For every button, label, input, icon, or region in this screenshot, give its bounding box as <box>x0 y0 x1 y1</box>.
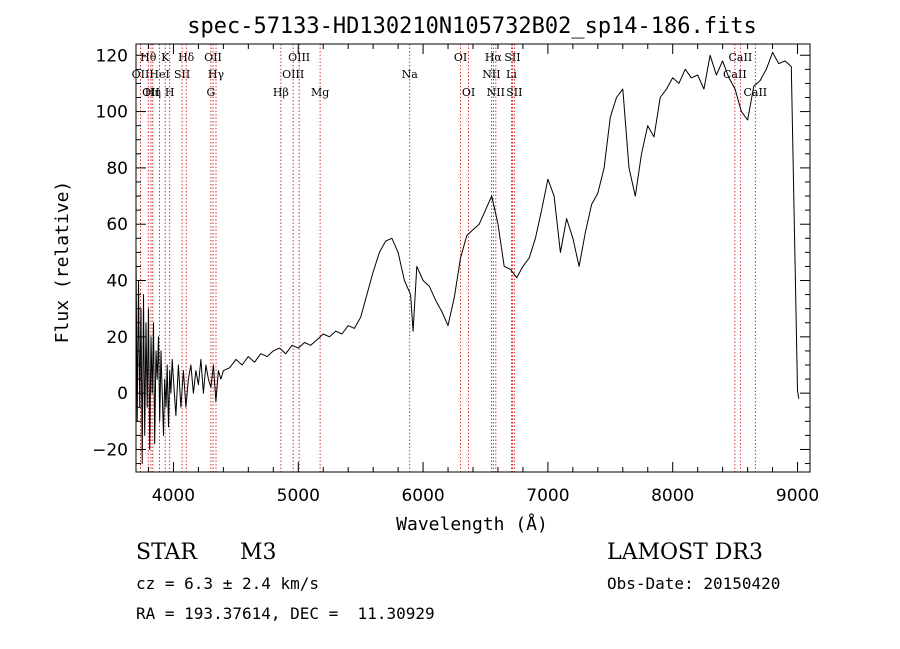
y-tick-label-0: −20 <box>92 440 128 460</box>
marker-label-25: CaII <box>723 68 747 81</box>
x-tick-label-2: 6000 <box>401 486 444 506</box>
marker-label-27: CaII <box>743 86 767 99</box>
marker-label-3: Hη <box>145 86 161 99</box>
marker-label-23: SII <box>504 51 520 64</box>
marker-label-22: Li <box>506 68 517 81</box>
marker-label-7: SII <box>174 68 190 81</box>
object-class: STAR <box>136 540 197 565</box>
marker-label-6: H <box>165 86 175 99</box>
marker-label-2: OII <box>142 86 160 99</box>
y-tick-label-1: 0 <box>117 384 128 404</box>
axis-ticks <box>136 44 810 472</box>
marker-label-26: CaII <box>729 51 753 64</box>
coordinates: RA = 193.37614, DEC = 11.30929 <box>136 604 435 623</box>
emission-line-labels: OIIHθOIIHηHeIKHSIIHδGOIIHγHβOIIIOIIIMgNa… <box>132 51 768 99</box>
marker-label-13: OIII <box>282 68 304 81</box>
x-tick-label-5: 9000 <box>776 486 819 506</box>
marker-label-10: OII <box>204 51 222 64</box>
x-tick-label-1: 5000 <box>277 486 320 506</box>
series-line-0 <box>136 51 800 465</box>
y-tick-label-2: 20 <box>106 328 128 348</box>
survey-name: LAMOST DR3 <box>607 540 763 565</box>
marker-label-1: Hθ <box>140 51 157 64</box>
marker-label-12: Hβ <box>273 86 289 99</box>
y-tick-label-3: 40 <box>106 272 128 292</box>
marker-label-4: HeI <box>149 68 169 81</box>
emission-line-markers <box>140 44 756 472</box>
marker-label-24: SII <box>506 86 522 99</box>
marker-label-14: OIII <box>288 51 310 64</box>
redshift-velocity: cz = 6.3 ± 2.4 km/s <box>136 574 320 593</box>
marker-label-8: Hδ <box>178 51 195 64</box>
marker-label-9: G <box>206 86 215 99</box>
marker-label-11: Hγ <box>208 68 225 81</box>
flux-series <box>136 51 800 465</box>
marker-label-16: Na <box>402 68 419 81</box>
marker-label-5: K <box>161 51 170 64</box>
x-tick-label-4: 8000 <box>651 486 694 506</box>
marker-label-15: Mg <box>311 86 329 99</box>
marker-label-19: NII <box>482 68 500 81</box>
y-tick-label-5: 80 <box>106 159 128 179</box>
chart-title: spec-57133-HD130210N105732B02_sp14-186.f… <box>187 14 757 39</box>
x-tick-label-0: 4000 <box>152 486 195 506</box>
x-tick-label-3: 7000 <box>526 486 569 506</box>
marker-label-18: OI <box>462 86 475 99</box>
observation-date: Obs-Date: 20150420 <box>607 574 781 593</box>
y-tick-label-7: 120 <box>96 46 128 66</box>
y-tick-label-4: 60 <box>106 215 128 235</box>
marker-label-20: Hα <box>485 51 503 64</box>
marker-label-21: NII <box>487 86 505 99</box>
marker-label-17: OI <box>454 51 467 64</box>
y-axis-label: Flux (relative) <box>52 181 73 344</box>
x-axis-label: Wavelength (Å) <box>396 513 548 535</box>
y-tick-label-6: 100 <box>96 103 128 123</box>
axis-tick-labels: 4000 5000 6000 7000 8000 9000 −20 0 20 40 60 80 100 1… <box>92 46 819 506</box>
object-subclass: M3 <box>240 540 277 565</box>
plot-frame <box>135 43 811 473</box>
marker-label-0: OII <box>132 68 150 81</box>
